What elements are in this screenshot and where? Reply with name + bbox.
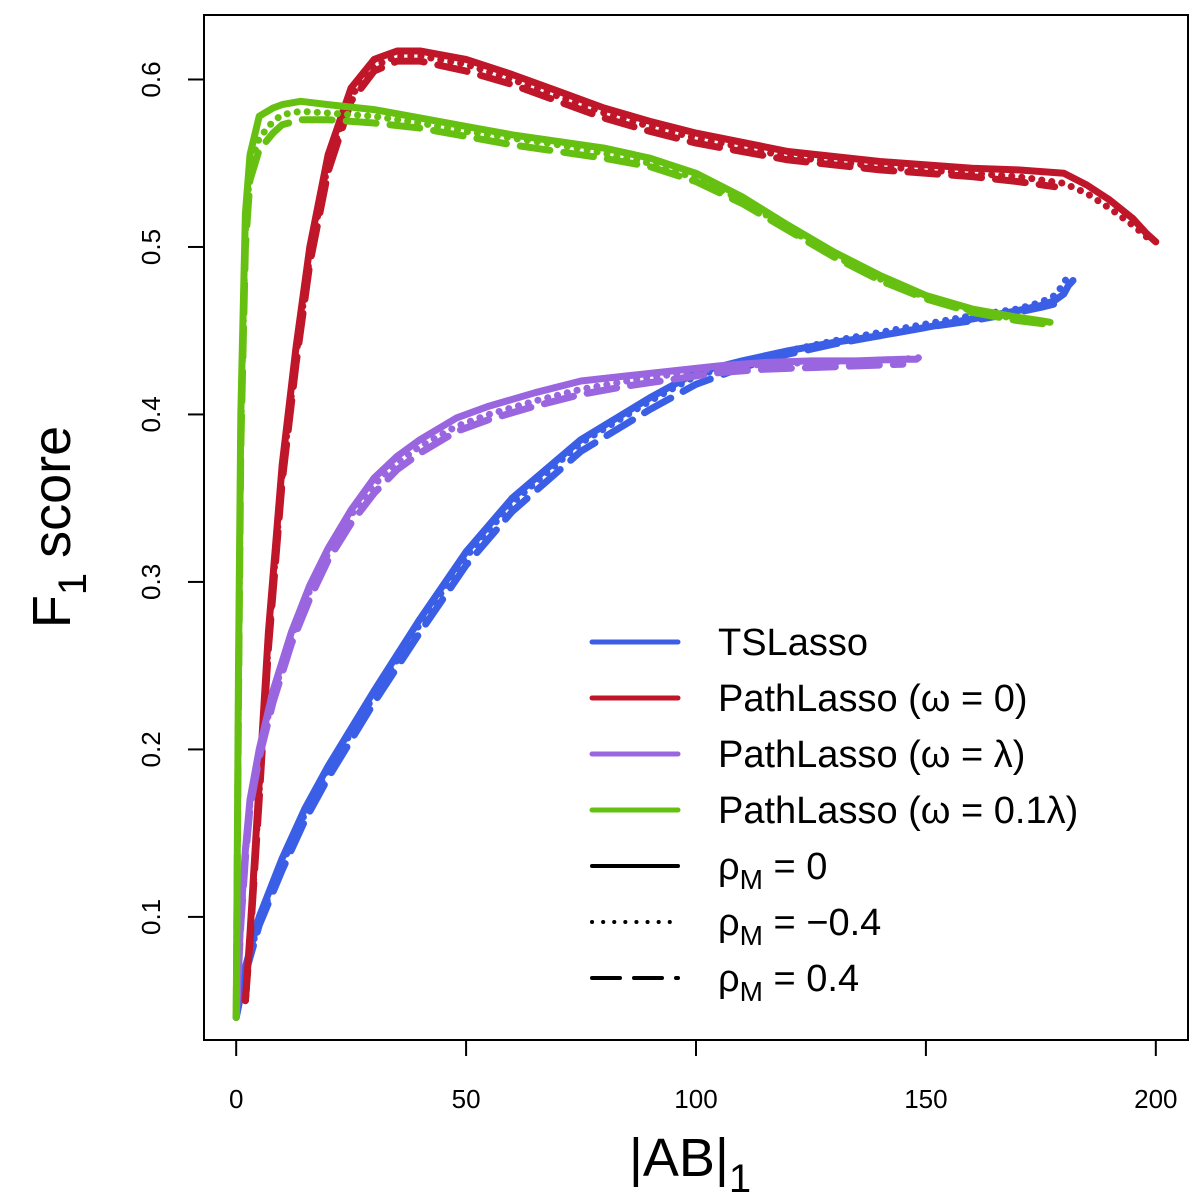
x-axis-title: |AB|1	[629, 1128, 751, 1200]
series-line-0	[232, 277, 1077, 1021]
y-tick-label-4: 0.5	[136, 229, 166, 265]
x-tick-label-2: 100	[674, 1084, 717, 1114]
x-tick-label-3: 150	[904, 1084, 947, 1114]
y-tick-label-3: 0.4	[136, 396, 166, 432]
x-tick-label-0: 0	[229, 1084, 243, 1114]
legend-label-3: PathLasso (ω = 0.1λ)	[718, 790, 1078, 832]
series-line-11	[232, 116, 1049, 1021]
legend-label-6: ρM = 0.4	[718, 958, 859, 1007]
y-tick-label-1: 0.2	[136, 731, 166, 767]
series-layer	[232, 47, 1160, 1021]
x-tick-label-4: 200	[1134, 1084, 1177, 1114]
x-axis-title-subscript: 1	[729, 1157, 751, 1200]
series-line-8	[232, 360, 907, 1021]
y-axis: 0.1 0.2 0.3 0.4 0.5 0.6	[136, 61, 204, 935]
series-line-9	[232, 97, 1054, 1021]
series-line-2	[232, 297, 1068, 1021]
legend-label-1: PathLasso (ω = 0)	[718, 678, 1028, 720]
x-axis-title-main: |AB|	[629, 1128, 729, 1188]
legend-label-5: ρM = −0.4	[718, 902, 881, 951]
y-axis-title-tail: score	[22, 426, 82, 573]
series-line-10	[232, 107, 1049, 1021]
legend-label-0: TSLasso	[718, 622, 868, 664]
x-tick-label-1: 50	[452, 1084, 481, 1114]
series-line-5	[241, 57, 1059, 1005]
legend: TSLasso PathLasso (ω = 0) PathLasso (ω = λ…	[589, 622, 1078, 1007]
y-tick-label-0: 0.1	[136, 899, 166, 935]
y-tick-label-5: 0.6	[136, 61, 166, 97]
legend-label-2: PathLasso (ω = λ)	[718, 734, 1025, 776]
x-axis: 0 50 100 150 200	[229, 1040, 1178, 1114]
y-axis-title: F1 score	[22, 426, 95, 628]
legend-label-4: ρM = 0	[718, 846, 827, 895]
y-axis-title-main: F	[22, 595, 82, 628]
series-line-3	[241, 47, 1160, 1005]
series-line-4	[241, 52, 1160, 1005]
y-tick-label-2: 0.3	[136, 564, 166, 600]
y-axis-title-subscript: 1	[51, 573, 95, 595]
series-line-1	[232, 270, 1072, 1021]
